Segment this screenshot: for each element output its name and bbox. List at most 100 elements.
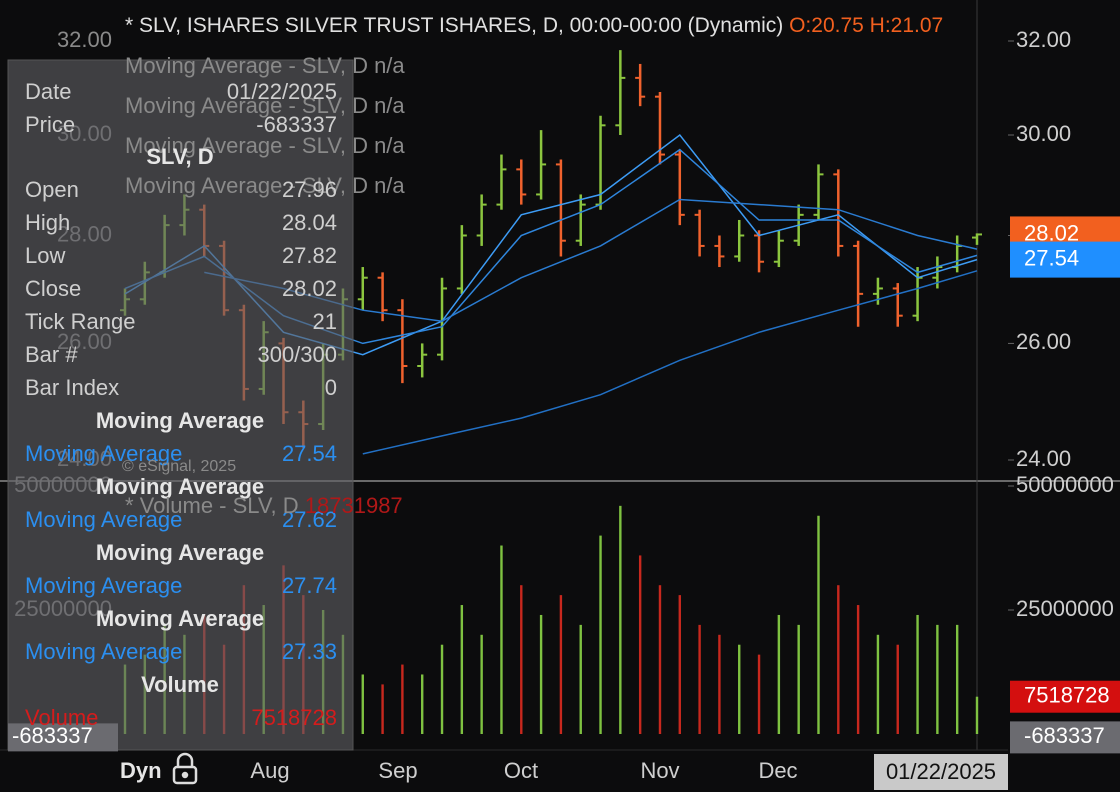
volume-bar bbox=[599, 535, 602, 734]
month-label: Oct bbox=[504, 758, 538, 783]
copyright: © eSignal, 2025 bbox=[122, 458, 236, 475]
volume-tag-left bbox=[8, 723, 118, 752]
volume-title: * Volume - SLV, D 18731987 bbox=[125, 493, 403, 518]
volume-bar bbox=[896, 644, 899, 734]
volume-tick-label: 50000000 bbox=[1016, 472, 1114, 497]
volume-title-text: * Volume - SLV, D bbox=[125, 493, 299, 518]
month-label: Aug bbox=[250, 758, 289, 783]
info-value: 28.02 bbox=[282, 276, 337, 301]
info-label: Moving Average bbox=[25, 441, 182, 466]
info-value: 27.54 bbox=[282, 441, 337, 466]
volume-bar bbox=[460, 605, 464, 734]
y-tick-label: 26.00 bbox=[1016, 329, 1071, 354]
study-legend: Moving Average - SLV, D n/a bbox=[125, 133, 405, 158]
month-label: Dec bbox=[758, 758, 797, 783]
y-tick-label: 30.00 bbox=[1016, 121, 1071, 146]
volume-tag-label: -683337 bbox=[1024, 723, 1105, 748]
volume-bar bbox=[777, 614, 781, 734]
cursor-date-box bbox=[874, 754, 1008, 790]
volume-bar bbox=[955, 624, 959, 734]
volume-bar bbox=[916, 614, 919, 734]
info-label: Moving Average bbox=[25, 507, 182, 532]
price-tag bbox=[1010, 241, 1120, 278]
volume-bar bbox=[678, 595, 681, 734]
volume-bar bbox=[361, 674, 364, 734]
info-label: Moving Average bbox=[25, 573, 182, 598]
info-value: 27.33 bbox=[282, 639, 337, 664]
volume-tag-left-label: -683337 bbox=[12, 723, 93, 748]
volume-bar bbox=[797, 624, 800, 734]
volume-bar bbox=[500, 545, 503, 734]
study-header: Moving Average bbox=[96, 540, 264, 565]
volume-bar bbox=[757, 654, 761, 734]
info-value: 0 bbox=[325, 375, 337, 400]
info-value: 27.96 bbox=[282, 177, 337, 202]
volume-bar bbox=[718, 634, 721, 734]
info-value: 21 bbox=[313, 309, 337, 334]
info-label: Bar # bbox=[25, 342, 78, 367]
volume-bar bbox=[738, 644, 741, 734]
volume-bar bbox=[619, 505, 622, 734]
info-label: Date bbox=[25, 79, 71, 104]
info-symbol: SLV, D bbox=[146, 144, 213, 169]
study-legend: Moving Average - SLV, D n/a bbox=[125, 53, 405, 78]
volume-bar bbox=[440, 644, 444, 734]
volume-bar bbox=[975, 696, 979, 734]
month-label: Nov bbox=[640, 758, 679, 783]
info-value: 7518728 bbox=[251, 705, 337, 730]
volume-bar bbox=[817, 515, 820, 734]
volume-bar bbox=[638, 555, 642, 734]
cursor-date: 01/22/2025 bbox=[886, 759, 996, 784]
info-label: Close bbox=[25, 276, 81, 301]
info-value: 300/300 bbox=[257, 342, 337, 367]
y-tick-label-left: 32.00 bbox=[57, 27, 112, 52]
volume-header: Volume bbox=[141, 672, 219, 697]
volume-bar bbox=[381, 684, 384, 734]
volume-bar bbox=[520, 585, 523, 734]
info-label: High bbox=[25, 210, 70, 235]
volume-title-value: 18731987 bbox=[305, 493, 403, 518]
price-tag-label: 27.54 bbox=[1024, 245, 1079, 270]
info-label: Volume bbox=[25, 705, 98, 730]
info-panel bbox=[7, 59, 354, 751]
volume-bar bbox=[698, 624, 701, 734]
lock-icon[interactable] bbox=[172, 752, 198, 785]
info-value: 27.82 bbox=[282, 243, 337, 268]
volume-tag bbox=[1010, 721, 1120, 754]
volume-tick-label: 25000000 bbox=[1016, 596, 1114, 621]
volume-bar bbox=[876, 634, 880, 734]
volume-bar bbox=[936, 624, 939, 734]
title-text: * SLV, ISHARES SILVER TRUST ISHARES, D, … bbox=[125, 14, 783, 37]
volume-bar bbox=[579, 624, 582, 734]
info-label: Low bbox=[25, 243, 65, 268]
volume-tag bbox=[1010, 680, 1120, 713]
info-label: Price bbox=[25, 112, 75, 137]
info-value: 27.62 bbox=[282, 507, 337, 532]
y-tick-label: 32.00 bbox=[1016, 27, 1071, 52]
info-value: -683337 bbox=[256, 112, 337, 137]
moving-average-line bbox=[362, 270, 978, 455]
volume-tag-label: 7518728 bbox=[1024, 683, 1110, 708]
month-label: Sep bbox=[378, 758, 417, 783]
info-label: Moving Average bbox=[25, 639, 182, 664]
ohlc-text: O:20.75 H:21.07 bbox=[789, 14, 943, 37]
study-legend: Moving Average - SLV, D n/a bbox=[125, 93, 405, 118]
info-value: 01/22/2025 bbox=[227, 79, 337, 104]
price-tag-label: 28.02 bbox=[1024, 220, 1079, 245]
volume-bar bbox=[401, 664, 404, 734]
volume-bar bbox=[539, 614, 543, 734]
study-header: Moving Average bbox=[96, 474, 264, 499]
volume-bar bbox=[559, 595, 563, 734]
time-mode[interactable]: Dyn bbox=[120, 758, 162, 783]
study-legend: Moving Average - SLV, D n/a bbox=[125, 173, 405, 198]
study-header: Moving Average bbox=[96, 606, 264, 631]
info-label: Bar Index bbox=[25, 375, 119, 400]
volume-bar bbox=[480, 634, 483, 734]
info-label: Open bbox=[25, 177, 79, 202]
info-value: 28.04 bbox=[282, 210, 337, 235]
y-tick-label: 24.00 bbox=[1016, 446, 1071, 471]
info-value: 27.74 bbox=[282, 573, 337, 598]
volume-bar bbox=[421, 674, 424, 734]
